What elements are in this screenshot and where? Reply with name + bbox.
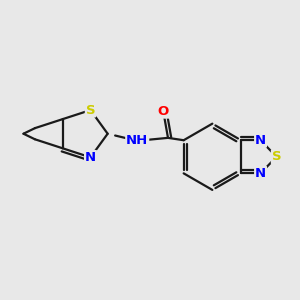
Text: O: O [158, 105, 169, 118]
Text: N: N [255, 134, 266, 147]
Text: N: N [255, 167, 266, 180]
Text: N: N [85, 151, 96, 164]
Text: S: S [272, 150, 281, 163]
Text: S: S [86, 103, 95, 117]
Text: NH: NH [126, 134, 148, 147]
